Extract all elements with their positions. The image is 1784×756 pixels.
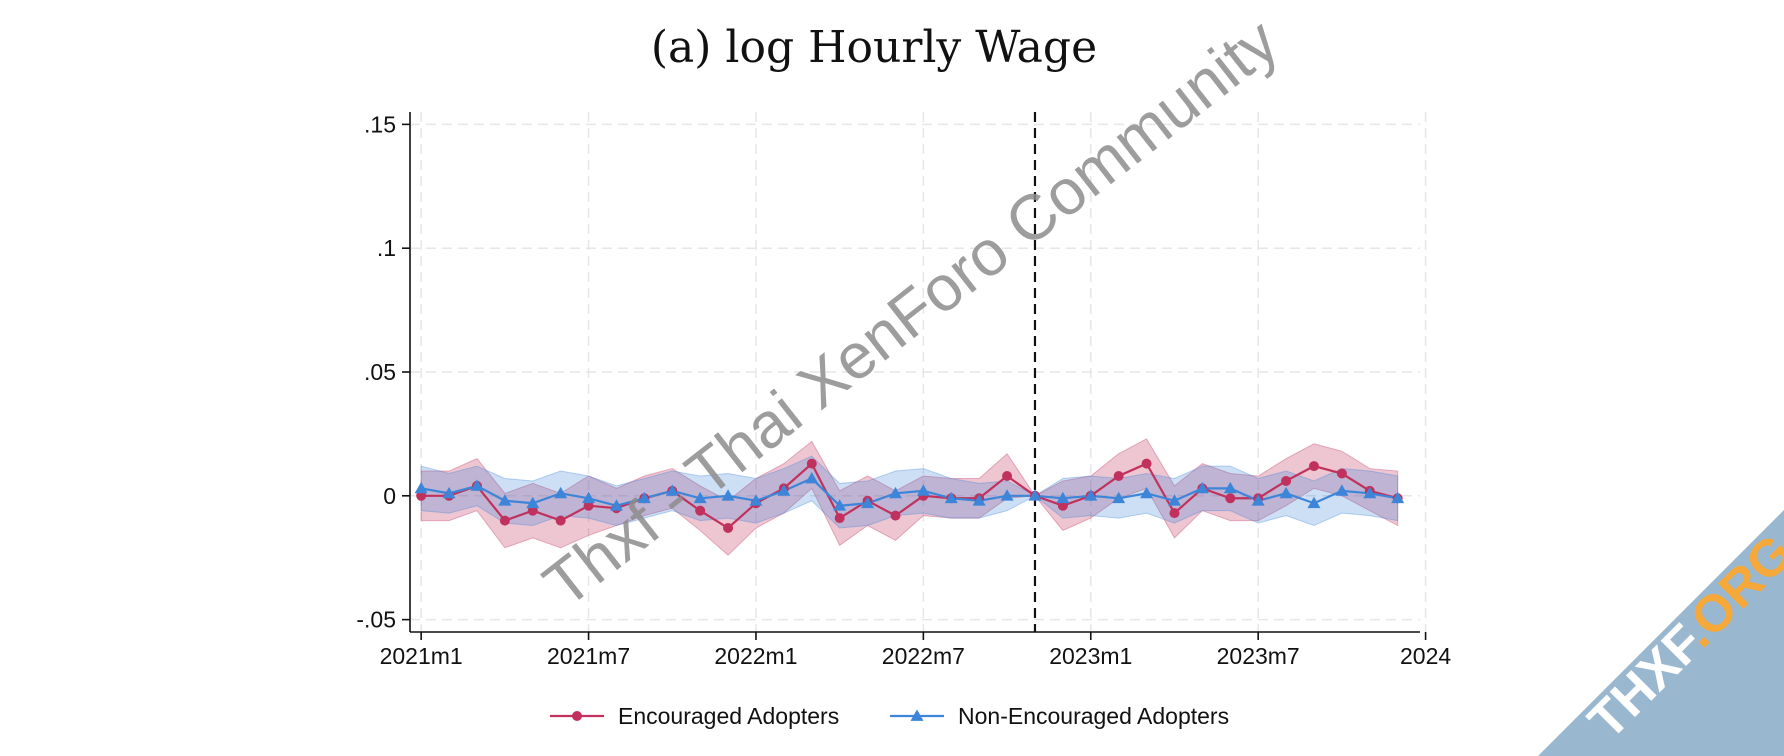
data-point-non-encouraged [749,494,763,506]
x-tick-label: 2022m1 [714,643,797,669]
x-tick-label: 2022m7 [882,643,965,669]
data-point-encouraged [1225,493,1236,504]
data-point-non-encouraged [442,486,456,499]
data-point-encouraged [695,505,706,516]
data-point-non-encouraged [1140,486,1154,499]
axes: .15 .1 .05 0 -.05 2021m1 2021m7 2022m1 2022m7 202… [356,111,1451,669]
y-tick-label: -.05 [356,607,396,633]
data-point-non-encouraged [777,484,791,496]
data-point-non-encouraged [637,491,651,504]
data-point-encouraged [527,505,538,516]
data-point-non-encouraged [1028,489,1042,501]
x-tick-label: 2023m7 [1217,643,1300,669]
data-point-encouraged [583,500,594,511]
x-tick-label: 2021m1 [380,643,463,669]
y-tick-label: .05 [364,359,396,385]
data-point-non-encouraged [1056,491,1070,504]
data-point-encouraged [834,513,845,524]
legend-swatch-marker-encouraged [572,711,582,721]
y-tick-label: .15 [364,111,396,137]
y-tick-label: 0 [383,483,396,509]
data-point-encouraged [806,458,817,469]
data-point-non-encouraged [693,491,707,504]
data-point-non-encouraged [721,489,735,501]
data-point-non-encouraged [1251,494,1265,506]
data-point-non-encouraged [805,471,819,484]
data-point-encouraged [1002,471,1013,481]
data-point-non-encouraged [972,494,986,506]
legend-swatch-marker-non-encouraged [910,709,924,721]
data-point-non-encouraged [1084,489,1098,501]
data-point-encouraged [1141,458,1152,469]
data-point-encouraged [499,515,510,526]
data-point-non-encouraged [665,484,679,496]
series-markers [414,458,1405,533]
y-tick-label: .1 [377,235,396,261]
data-point-non-encouraged [1000,489,1014,501]
data-point-non-encouraged [833,499,847,511]
data-point-non-encouraged [470,479,484,491]
data-point-non-encouraged [1363,486,1377,499]
x-tick-label: 2021m7 [547,643,630,669]
legend-label-non-encouraged: Non-Encouraged Adopters [958,703,1229,729]
data-point-non-encouraged [944,491,958,504]
data-point-non-encouraged [1307,496,1321,509]
data-point-encouraged [1336,468,1347,479]
confidence-band-encouraged [420,438,1399,556]
data-point-non-encouraged [1391,491,1405,504]
data-point-encouraged [555,515,566,526]
data-point-encouraged [1281,475,1292,486]
data-point-non-encouraged [1195,481,1209,494]
data-point-non-encouraged [1335,484,1349,496]
legend: Encouraged Adopters Non-Encouraged Adopte… [550,703,1229,729]
data-point-non-encouraged [582,491,596,504]
data-point-non-encouraged [1279,486,1293,499]
data-point-non-encouraged [414,481,428,494]
legend-item-non-encouraged: Non-Encouraged Adopters [890,703,1229,729]
data-point-non-encouraged [1223,481,1237,494]
data-point-encouraged [890,510,901,521]
data-point-non-encouraged [888,486,902,499]
legend-item-encouraged: Encouraged Adopters [550,703,839,729]
data-point-encouraged [1057,500,1068,511]
data-point-non-encouraged [526,496,540,509]
x-tick-label: 2024 [1400,643,1451,669]
chart-title: (a) log Hourly Wage [651,22,1097,73]
x-tick-label: 2023m1 [1049,643,1132,669]
data-point-non-encouraged [1167,494,1181,506]
data-point-encouraged [1169,508,1180,519]
data-point-non-encouraged [861,496,875,509]
data-point-non-encouraged [609,499,623,511]
data-point-encouraged [1113,471,1124,481]
data-point-encouraged [1308,461,1319,472]
data-point-non-encouraged [498,494,512,506]
watermark-corner-badge: THXF.ORG [1538,510,1784,756]
data-point-encouraged [723,523,734,533]
legend-label-encouraged: Encouraged Adopters [618,703,839,729]
data-point-non-encouraged [1112,491,1126,504]
watermark-corner-ribbon [1538,510,1784,756]
data-point-non-encouraged [554,486,568,499]
data-point-non-encouraged [916,484,930,496]
data-point-encouraged [416,490,427,501]
